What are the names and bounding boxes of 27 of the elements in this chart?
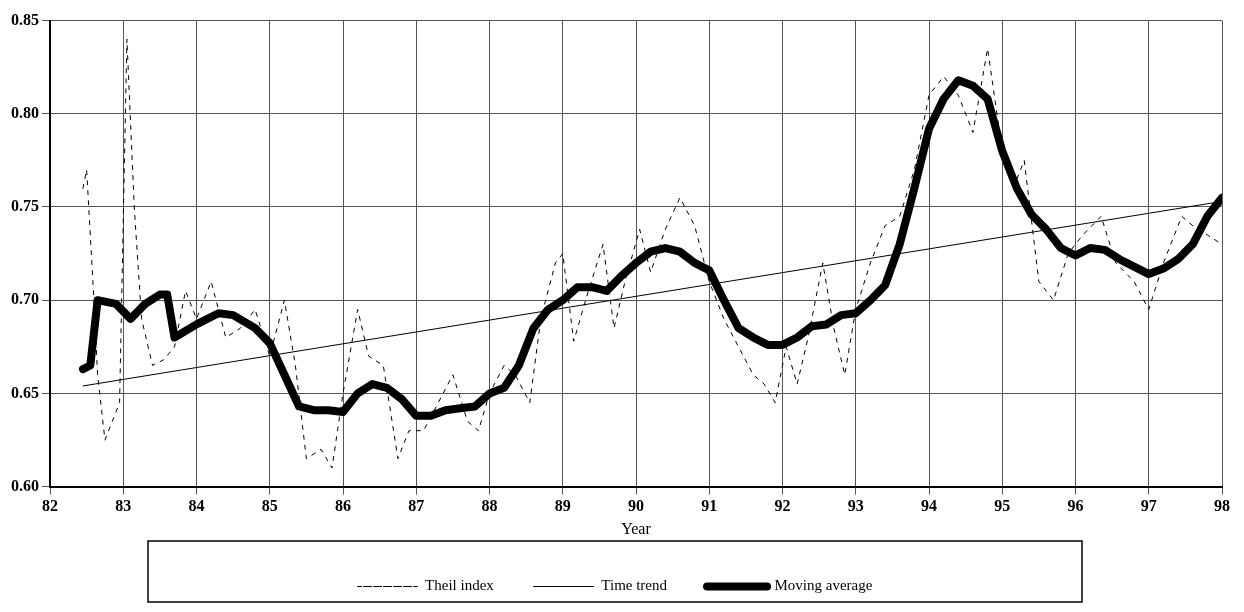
x-tick-label: 95 [994,497,1011,515]
y-tick-label: 0.65 [11,383,39,401]
x-axis-title: Year [621,519,652,537]
x-tick-label: 92 [774,497,791,515]
x-tick-label: 89 [554,497,571,515]
x-tick-label: 91 [701,497,718,515]
x-tick-label: 87 [408,497,425,515]
y-tick-label: 0.85 [11,10,39,28]
x-tick-label: 88 [481,497,498,515]
x-tick-label: 83 [115,497,132,515]
y-tick-label: 0.70 [11,290,39,308]
legend-label: Time trend [601,577,668,594]
x-tick-label: 94 [921,497,937,515]
x-tick-label: 93 [847,497,864,515]
x-tick-label: 97 [1140,497,1157,515]
x-tick-label: 82 [42,497,58,515]
x-tick-label: 84 [188,497,205,515]
x-tick-label: 85 [261,497,278,515]
x-tick-label: 98 [1214,497,1230,515]
x-tick-label: 86 [335,497,351,515]
legend-label: Moving average [774,577,873,594]
y-tick-label: 0.75 [11,197,39,215]
x-tick-label: 90 [628,497,644,515]
x-tick-label: 96 [1067,497,1084,515]
y-tick-label: 0.60 [11,476,39,494]
legend-label: Theil index [425,577,495,594]
y-tick-label: 0.80 [11,103,39,121]
